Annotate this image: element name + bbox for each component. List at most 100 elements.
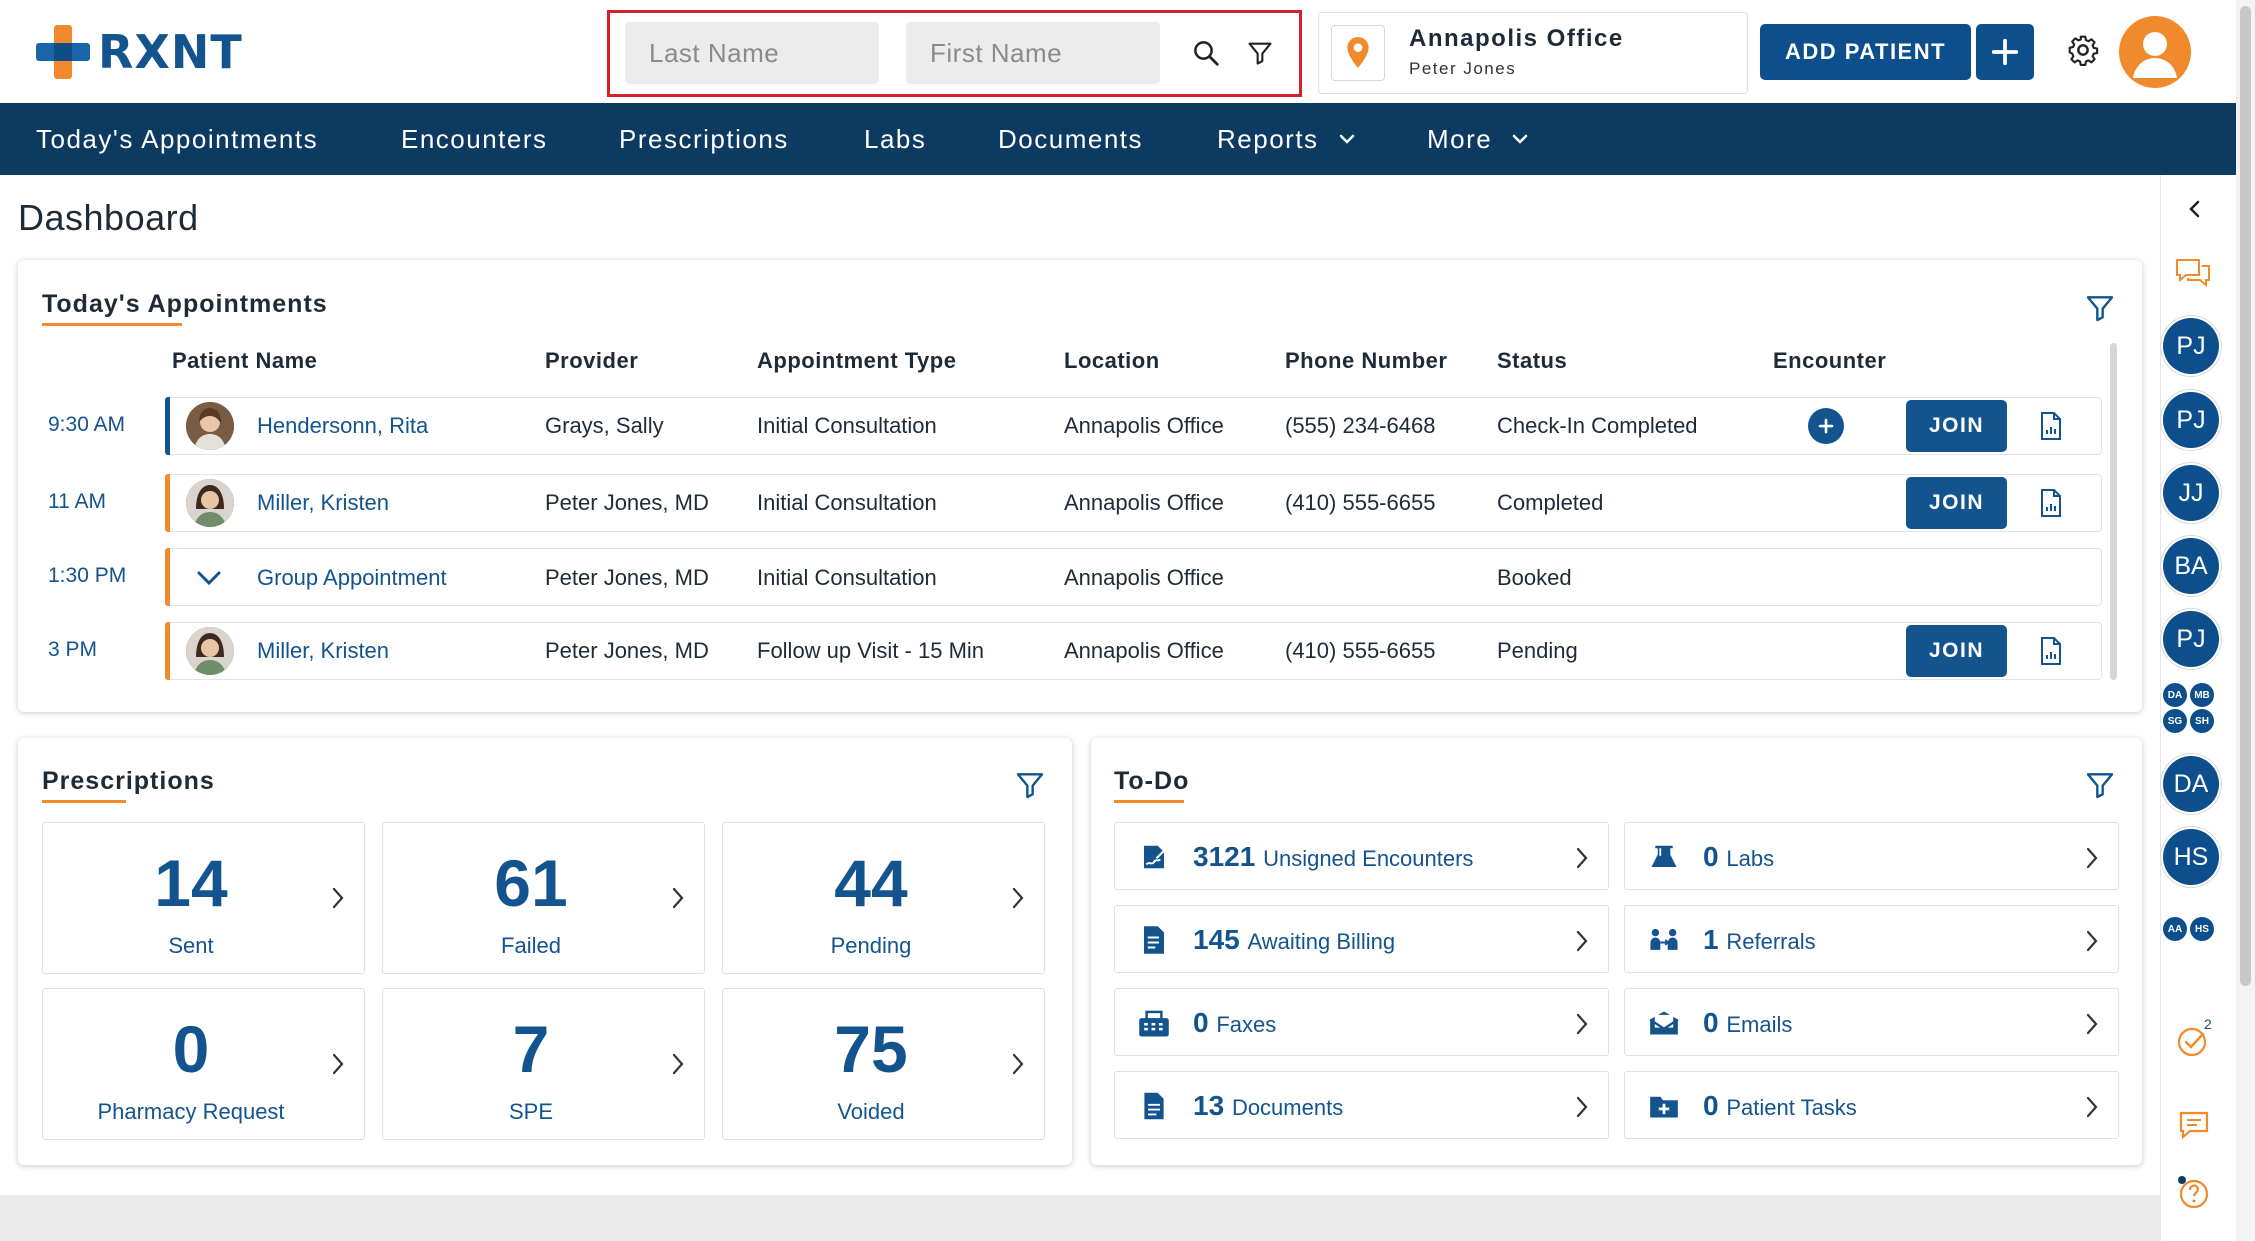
patient-name-link[interactable]: Miller, Kristen <box>257 638 390 663</box>
document-chart-icon[interactable] <box>2036 634 2066 668</box>
staff-avatar[interactable]: JJ <box>2163 465 2219 521</box>
status-cell: Check-In Completed <box>1497 413 1698 438</box>
staff-avatar-small[interactable]: SH <box>2190 709 2214 733</box>
nav-documents[interactable]: Documents <box>998 123 1143 154</box>
nav-reports[interactable]: Reports <box>1217 103 1357 175</box>
rx-voided-tile[interactable]: 75 Voided <box>722 988 1045 1140</box>
staff-avatar[interactable]: BA <box>2163 538 2219 594</box>
todo-label: Emails <box>1726 1012 1793 1037</box>
expand-chevron-icon[interactable] <box>194 566 224 590</box>
nav-prescriptions[interactable]: Prescriptions <box>619 123 789 154</box>
staff-avatar-small[interactable]: DA <box>2163 683 2187 707</box>
tasks-check-icon[interactable]: 2 <box>2176 1016 2216 1062</box>
last-name-input[interactable] <box>625 22 879 84</box>
appointment-row[interactable] <box>165 622 2102 680</box>
nav-more[interactable]: More <box>1427 103 1530 175</box>
message-icon[interactable] <box>2178 1110 2210 1145</box>
phone-cell: (555) 234-6468 <box>1285 413 1436 438</box>
phone-cell: (410) 555-6655 <box>1285 638 1436 663</box>
prescriptions-filter-icon[interactable] <box>1012 767 1048 803</box>
search-icon[interactable] <box>1186 33 1226 73</box>
todo-label: Documents <box>1231 1095 1344 1120</box>
office-selector[interactable]: Annapolis Office Peter Jones <box>1318 12 1748 94</box>
appointments-scrollbar[interactable] <box>2110 343 2117 680</box>
appointment-row[interactable] <box>165 397 2102 455</box>
appointments-filter-icon[interactable] <box>2082 290 2118 326</box>
todo-labs[interactable]: 0 Labs <box>1624 822 2119 890</box>
settings-gear-icon[interactable] <box>2063 30 2103 70</box>
todo-unsigned-encounters[interactable]: 3121 Unsigned Encounters <box>1114 822 1609 890</box>
staff-avatar-small[interactable]: AA <box>2163 917 2187 941</box>
rx-sent-tile[interactable]: 14 Sent <box>42 822 365 974</box>
tile-count: 0 <box>172 1012 210 1086</box>
todo-emails[interactable]: 0 Emails <box>1624 988 2119 1056</box>
page-scrollbar-thumb[interactable] <box>2240 6 2251 986</box>
staff-avatar-small[interactable]: SG <box>2163 709 2187 733</box>
staff-avatar[interactable]: PJ <box>2163 392 2219 448</box>
todo-referrals[interactable]: 1 Referrals <box>1624 905 2119 973</box>
rx-spe-tile[interactable]: 7 SPE <box>382 988 705 1140</box>
staff-avatar[interactable]: PJ <box>2163 318 2219 374</box>
tile-label: Pharmacy Request <box>97 1099 285 1124</box>
chevron-down-icon <box>1337 132 1357 146</box>
add-encounter-icon[interactable] <box>1808 408 1844 444</box>
status-cell: Completed <box>1497 490 1604 515</box>
add-patient-button[interactable]: ADD PATIENT <box>1760 24 1971 80</box>
todo-awaiting-billing[interactable]: 145 Awaiting Billing <box>1114 905 1609 973</box>
patient-name-link[interactable]: Hendersonn, Rita <box>257 413 429 438</box>
join-button[interactable]: JOIN <box>1906 400 2007 452</box>
phone-cell: (410) 555-6655 <box>1285 490 1436 515</box>
document-chart-icon[interactable] <box>2036 486 2066 520</box>
chevron-right-icon <box>1574 1094 1590 1125</box>
tile-count: 7 <box>512 1012 550 1086</box>
title-underline <box>1114 800 1184 803</box>
todo-count: 0 <box>1703 1090 1719 1121</box>
rx-failed-tile[interactable]: 61 Failed <box>382 822 705 974</box>
todo-count: 1 <box>1703 924 1719 955</box>
search-filter-icon[interactable] <box>1240 33 1280 73</box>
location-pin-icon <box>1331 25 1385 81</box>
user-avatar[interactable] <box>2119 16 2191 88</box>
chevron-right-icon <box>1574 928 1590 959</box>
todo-filter-icon[interactable] <box>2082 767 2118 803</box>
rx-pharmacy-request-tile[interactable]: 0 Pharmacy Request <box>42 988 365 1140</box>
collapse-chevron-icon[interactable] <box>2183 197 2207 226</box>
nav-encounters[interactable]: Encounters <box>401 123 548 154</box>
todo-documents[interactable]: 13 Documents <box>1114 1071 1609 1139</box>
location-cell: Annapolis Office <box>1064 413 1224 438</box>
appointment-row[interactable] <box>165 548 2102 606</box>
nav-todays-appointments[interactable]: Today's Appointments <box>36 123 319 154</box>
join-button[interactable]: JOIN <box>1906 477 2007 529</box>
provider-cell: Peter Jones, MD <box>545 565 709 590</box>
staff-avatar[interactable]: DA <box>2163 756 2219 812</box>
staff-avatar-small[interactable]: MB <box>2190 683 2214 707</box>
invoice-icon <box>1137 923 1171 957</box>
document-chart-icon[interactable] <box>2036 409 2066 443</box>
quick-add-button[interactable] <box>1976 24 2034 80</box>
patient-name-link[interactable]: Miller, Kristen <box>257 490 390 515</box>
appointment-row[interactable] <box>165 474 2102 532</box>
patient-name-link[interactable]: Group Appointment <box>257 565 447 590</box>
todo-label: Labs <box>1726 846 1775 871</box>
logo-cross-icon <box>36 25 90 79</box>
chat-bubbles-icon[interactable] <box>2174 257 2212 296</box>
col-status: Status <box>1497 348 1568 373</box>
main-nav-bar: Today's Appointments Encounters Prescrip… <box>0 103 2236 175</box>
col-phone-number: Phone Number <box>1285 348 1448 373</box>
chevron-right-icon <box>1574 1011 1590 1042</box>
join-button[interactable]: JOIN <box>1906 625 2007 677</box>
todo-faxes[interactable]: 0 Faxes <box>1114 988 1609 1056</box>
staff-avatar-small[interactable]: HS <box>2190 917 2214 941</box>
help-icon[interactable] <box>2176 1174 2212 1215</box>
staff-avatar[interactable]: HS <box>2163 829 2219 885</box>
footer-strip <box>0 1195 2160 1241</box>
staff-avatar[interactable]: PJ <box>2163 611 2219 667</box>
todo-patient-tasks[interactable]: 0 Patient Tasks <box>1624 1071 2119 1139</box>
nav-labs[interactable]: Labs <box>864 123 927 154</box>
todo-count: 0 <box>1193 1007 1209 1038</box>
office-user-name: Peter Jones <box>1409 59 1517 78</box>
page-scrollbar[interactable] <box>2236 0 2255 1241</box>
rx-pending-tile[interactable]: 44 Pending <box>722 822 1045 974</box>
rxnt-logo[interactable]: RXNT <box>36 22 243 82</box>
first-name-input[interactable] <box>906 22 1160 84</box>
